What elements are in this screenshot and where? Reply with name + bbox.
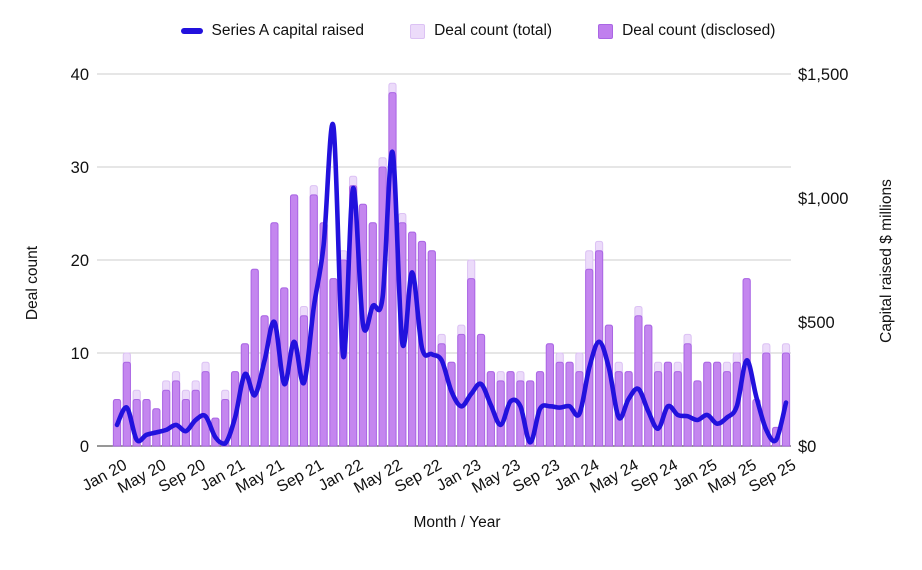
left-axis-tick-label: 20 xyxy=(71,252,89,270)
legend-label-disclosed: Deal count (disclosed) xyxy=(622,22,776,39)
bar-disclosed xyxy=(683,343,692,447)
bar-disclosed xyxy=(496,380,505,447)
bar-disclosed xyxy=(289,194,299,447)
bar-disclosed xyxy=(270,222,279,447)
bar-disclosed xyxy=(388,92,397,447)
deal-count-total-swatch-icon xyxy=(410,23,426,39)
left-axis-tick-label: 0 xyxy=(80,438,89,456)
series-a-line-swatch-icon xyxy=(180,28,203,34)
bar-disclosed xyxy=(545,343,554,447)
right-axis-tick-label: $1,500 xyxy=(798,66,848,84)
bar-disclosed xyxy=(152,408,161,447)
left-axis-tick-label: 40 xyxy=(71,66,89,84)
bar-disclosed xyxy=(703,361,712,447)
bar-disclosed xyxy=(457,333,466,447)
bar-disclosed xyxy=(634,315,643,447)
deal-count-disclosed-swatch-icon xyxy=(598,23,614,39)
bar-disclosed xyxy=(555,361,564,447)
bar-disclosed xyxy=(122,361,131,447)
bar-disclosed xyxy=(250,268,259,447)
bar-disclosed xyxy=(329,278,338,447)
right-axis-tick-label: $0 xyxy=(798,438,816,456)
right-axis-tick-label: $1,000 xyxy=(798,190,848,208)
right-axis-tick-label: $500 xyxy=(798,314,835,332)
bar-disclosed xyxy=(673,371,682,447)
bar-disclosed xyxy=(624,371,633,447)
right-axis-title: Capital raised $ millions xyxy=(878,179,895,343)
bar-disclosed xyxy=(594,250,604,447)
legend-label-series-a: Series A capital raised xyxy=(211,22,365,39)
bar-disclosed xyxy=(221,399,230,447)
bar-disclosed xyxy=(781,352,791,447)
legend-item-disclosed: Deal count (disclosed) xyxy=(598,22,775,40)
bar-disclosed xyxy=(644,324,653,447)
legend-item-series-a: Series A capital raised xyxy=(180,22,365,40)
bar-disclosed xyxy=(201,371,210,447)
bar-disclosed xyxy=(722,371,732,447)
bar-disclosed xyxy=(713,361,722,447)
bar-disclosed xyxy=(654,371,663,447)
series-a-capital-line xyxy=(114,121,789,447)
left-axis-tick-label: 10 xyxy=(71,345,89,363)
bar-disclosed xyxy=(427,250,436,447)
bar-disclosed xyxy=(447,361,456,447)
bar-disclosed xyxy=(280,287,289,447)
legend-label-total: Deal count (total) xyxy=(434,22,553,39)
bar-disclosed xyxy=(171,380,181,447)
bar-disclosed xyxy=(476,333,486,447)
bar-disclosed xyxy=(162,389,171,447)
bar-disclosed xyxy=(585,268,594,447)
bar-disclosed xyxy=(693,380,702,447)
bar-disclosed xyxy=(181,399,190,447)
bar-disclosed xyxy=(408,231,417,447)
left-axis-tick-label: 30 xyxy=(71,159,89,177)
x-axis-title: Month / Year xyxy=(413,514,501,531)
legend-item-total: Deal count (total) xyxy=(410,22,552,40)
left-axis-title: Deal count xyxy=(24,245,41,321)
bar-disclosed xyxy=(526,380,535,447)
bar-disclosed xyxy=(240,343,249,447)
chart-legend: Series A capital raised Deal count (tota… xyxy=(0,22,922,40)
bar-disclosed xyxy=(467,278,476,447)
bar-disclosed xyxy=(368,222,377,447)
bar-disclosed xyxy=(614,371,623,447)
bar-disclosed xyxy=(506,371,515,447)
